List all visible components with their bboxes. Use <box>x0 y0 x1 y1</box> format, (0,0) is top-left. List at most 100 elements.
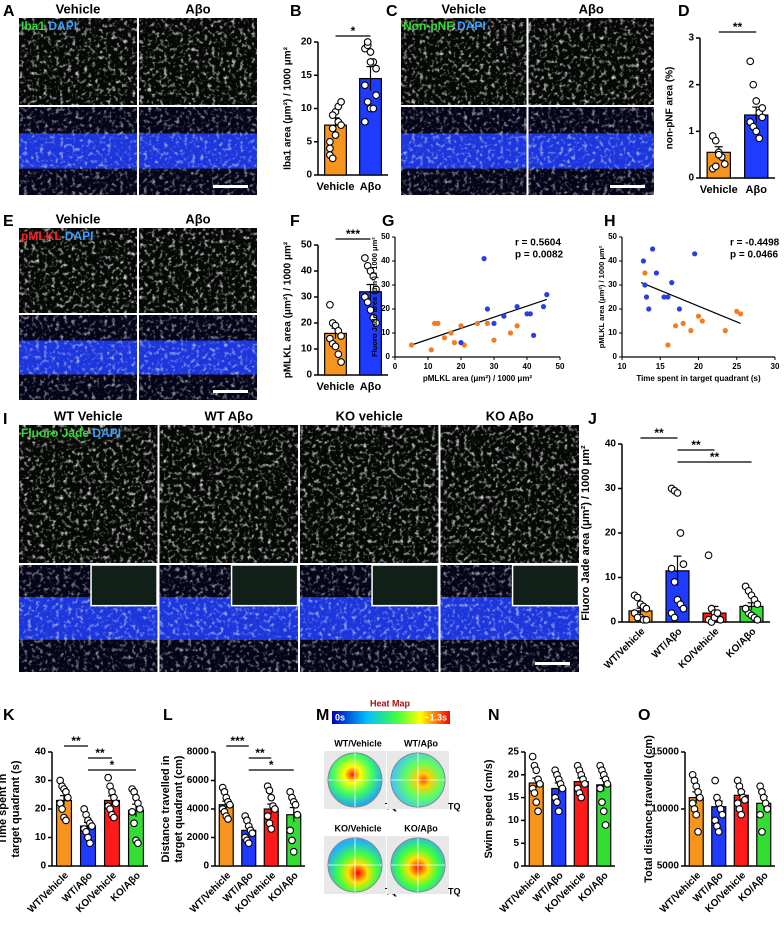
data-point <box>451 340 457 346</box>
stain-label: Iba1 DAPI <box>21 19 77 33</box>
significance-label: *** <box>230 734 244 748</box>
y-tick-label: 15 <box>508 792 520 803</box>
y-tick-label: 5000 <box>657 861 680 872</box>
column-header: Vehicle <box>441 1 486 16</box>
annotation: r = -0.4498 <box>730 238 780 249</box>
panel-letter: D <box>678 3 690 20</box>
panel-letter: I <box>3 411 7 428</box>
scale-min-label: 0s <box>335 712 345 722</box>
x-tick-label: 20 <box>457 362 466 371</box>
data-point <box>665 342 671 348</box>
data-point <box>369 104 378 113</box>
data-point <box>737 810 746 819</box>
column-header: KO vehicle <box>336 408 403 423</box>
y-tick-label: 10 <box>35 832 47 843</box>
y-tick-label: 10000 <box>651 804 679 815</box>
data-point <box>372 285 380 294</box>
x-tick-label: 15 <box>656 362 665 371</box>
significance-label: ** <box>255 746 265 760</box>
y-tick-label: 50 <box>301 240 313 251</box>
micrograph-signal <box>19 425 158 563</box>
micrograph-signal <box>19 315 137 400</box>
x-tick-label: 40 <box>523 362 532 371</box>
data-point <box>507 330 514 336</box>
y-axis-label: target quadrant (s) <box>10 760 22 858</box>
annotation: p = 0.0082 <box>515 250 564 261</box>
micrograph-signal <box>440 425 579 563</box>
data-point <box>753 600 762 609</box>
y-tick-label: 30 <box>301 292 313 303</box>
y-tick-label: 1 <box>688 126 694 137</box>
data-point <box>755 134 764 143</box>
y-tick-label: 8000 <box>187 747 210 758</box>
data-point <box>128 807 137 816</box>
data-point <box>653 270 660 276</box>
x-tick-label: KO/Aβo <box>724 626 758 660</box>
counterstain-name: DAPI <box>457 19 486 33</box>
data-point <box>599 807 608 816</box>
map-label: KO/Aβo <box>404 823 438 833</box>
data-point <box>643 294 650 300</box>
y-tick-label: 15000 <box>651 747 679 758</box>
data-point <box>514 323 520 329</box>
x-tick-label: Vehicle <box>700 184 738 196</box>
y-tick-label: 6000 <box>187 775 210 786</box>
data-point <box>722 328 728 334</box>
data-point <box>741 604 750 613</box>
y-tick-label: 3 <box>688 33 694 44</box>
y-tick-label: 5 <box>513 838 519 849</box>
data-point <box>226 800 234 809</box>
y-tick-label: 20 <box>605 528 617 539</box>
micrograph-signal <box>19 18 137 105</box>
panel-letter: B <box>290 3 302 20</box>
data-point <box>331 131 340 139</box>
y-tick-label: 0 <box>306 370 312 381</box>
data-point <box>756 810 765 819</box>
data-point <box>527 311 533 317</box>
y-tick-label: 0 <box>610 617 616 628</box>
data-point <box>481 256 487 262</box>
data-point <box>763 805 772 813</box>
data-point <box>711 136 720 145</box>
y-tick-label: 0 <box>203 861 209 872</box>
data-point <box>534 807 542 816</box>
stain-label: pMLKL DAPI <box>21 229 93 243</box>
y-axis-label: non-pNF area (%) <box>665 67 676 150</box>
data-point <box>676 306 682 312</box>
data-point <box>720 160 729 168</box>
counterstain-name: DAPI <box>65 229 94 243</box>
stain-name: Iba1 <box>21 19 45 33</box>
panel-letter: G <box>382 213 394 230</box>
column-header: Vehicle <box>56 1 101 16</box>
x-tick-label: 30 <box>771 362 780 371</box>
data-point <box>62 816 70 825</box>
data-point <box>408 342 415 348</box>
data-point <box>484 306 490 312</box>
data-point <box>718 810 727 819</box>
data-point <box>87 822 96 830</box>
x-tick-label: 25 <box>732 362 741 371</box>
data-point <box>514 304 520 310</box>
y-tick-label: 40 <box>381 256 390 265</box>
data-point <box>289 847 298 856</box>
y-tick-label: 2000 <box>187 832 210 843</box>
panel-letter: K <box>3 707 15 724</box>
data-point <box>544 292 550 298</box>
counterstain-name: DAPI <box>48 19 77 33</box>
stain-name: pMLKL <box>21 229 61 243</box>
inset-frame <box>371 564 439 607</box>
column-header: Aβo <box>185 1 210 16</box>
data-point <box>734 308 740 314</box>
data-point <box>337 332 345 340</box>
data-point <box>695 793 704 802</box>
data-point <box>428 347 434 353</box>
data-point <box>558 784 567 793</box>
data-point <box>267 825 276 833</box>
annotation: p = 0.0466 <box>730 250 779 261</box>
map-label: KO/Vehicle <box>334 823 381 833</box>
data-point <box>753 615 762 624</box>
x-tick-label: 30 <box>490 362 499 371</box>
y-tick-label: 15 <box>301 70 313 81</box>
y-axis-label: Fluoro Jade area (μm²) / 1000 μm² <box>370 237 379 357</box>
